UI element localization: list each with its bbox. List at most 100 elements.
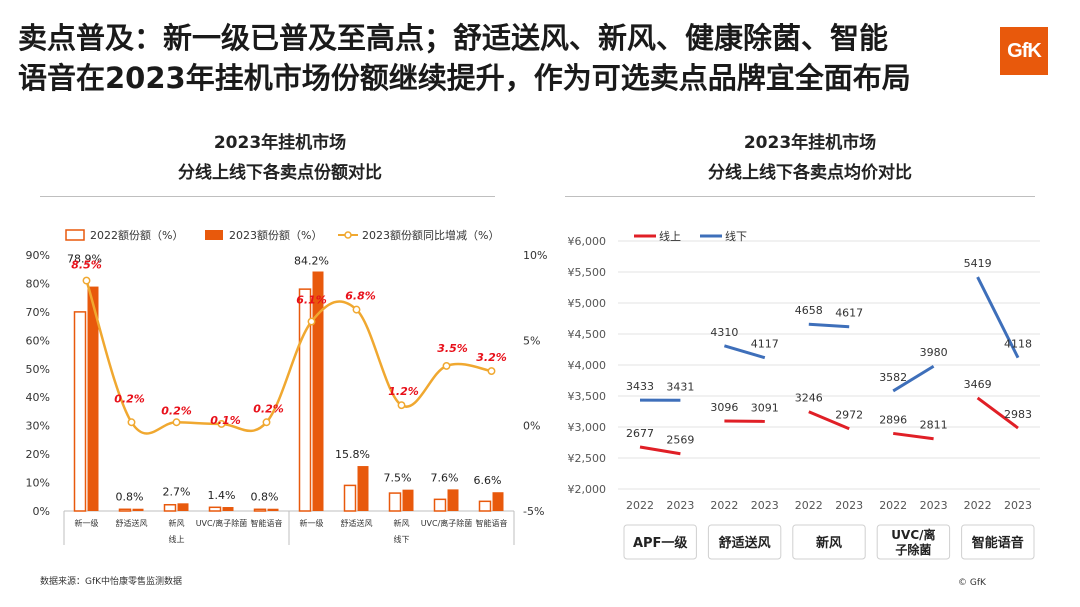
feature-group-label: 智能语音 xyxy=(972,535,1024,551)
growth-value-label: 0.1% xyxy=(210,414,241,427)
y-tick-label: ¥2,500 xyxy=(568,452,607,465)
x-category-label: 新一级 xyxy=(75,518,99,528)
price-value-label: 3469 xyxy=(964,378,992,391)
legend-label: 2022额份额（%） xyxy=(90,229,183,242)
copyright-note: © GfK xyxy=(958,578,986,588)
bar-2022 xyxy=(478,500,492,512)
bar-2023 xyxy=(357,466,369,511)
growth-point xyxy=(82,276,91,285)
x-year-label: 2022 xyxy=(795,499,823,512)
share-value-label: 1.4% xyxy=(208,489,236,502)
price-value-label: 3091 xyxy=(751,401,779,414)
y-tick-label: 20% xyxy=(26,448,50,461)
online-price-line xyxy=(976,396,1019,430)
share-value-label: 6.6% xyxy=(474,474,502,487)
offline-price-line xyxy=(723,344,766,360)
x-category-label: 智能语音 xyxy=(251,518,283,528)
x-year-label: 2022 xyxy=(964,499,992,512)
y2-tick-label: -5% xyxy=(523,505,544,518)
growth-point xyxy=(172,418,181,427)
y-tick-label: 60% xyxy=(26,334,50,347)
price-value-label: 3582 xyxy=(879,371,907,384)
group-label: 线上 xyxy=(169,534,185,544)
y-tick-label: 0% xyxy=(33,505,50,518)
growth-value-label: 3.2% xyxy=(476,351,507,364)
headline-line-1: 卖点普及：新一级已普及至高点；舒适送风、新风、健康除菌、智能 xyxy=(18,21,889,55)
y-tick-label: 70% xyxy=(26,306,50,319)
y-tick-label: ¥6,000 xyxy=(568,235,607,248)
price-value-label: 3980 xyxy=(920,346,948,359)
price-value-label: 4617 xyxy=(835,307,863,320)
right-chart-title-line-1: 2023年挂机市场 xyxy=(743,133,877,153)
y-tick-label: 50% xyxy=(26,363,50,376)
left-title-divider xyxy=(40,196,495,197)
x-category-label: 新风 xyxy=(169,518,185,528)
growth-value-label: 0.2% xyxy=(161,404,192,417)
feature-group-box xyxy=(792,524,866,560)
x-category-label: UVC/离子除菌 xyxy=(421,518,473,528)
x-year-label: 2023 xyxy=(1004,499,1032,512)
growth-point xyxy=(307,317,316,326)
share-value-label: 7.6% xyxy=(431,471,459,484)
x-year-label: 2023 xyxy=(666,499,694,512)
x-category-label: UVC/离子除菌 xyxy=(196,518,248,528)
legend-label-online: 线上 xyxy=(659,229,681,243)
growth-point xyxy=(127,418,136,427)
growth-point xyxy=(487,367,496,376)
feature-group-label: 舒适送风 xyxy=(719,535,771,551)
legend-marker-growth xyxy=(344,231,352,239)
headline-line-2: 语音在2023年挂机市场份额继续提升，作为可选卖点品牌宜全面布局 xyxy=(18,61,911,95)
left-chart-title-line-2: 分线上线下各卖点份额对比 xyxy=(178,163,382,183)
bar-2023 xyxy=(267,508,279,511)
bar-2023 xyxy=(402,489,414,511)
growth-line xyxy=(85,280,492,435)
x-category-label: 新风 xyxy=(394,518,410,528)
bar-2023 xyxy=(312,271,324,511)
y2-tick-label: 0% xyxy=(523,420,540,433)
growth-point xyxy=(262,418,271,427)
price-value-label: 5419 xyxy=(964,257,992,270)
group-label: 线下 xyxy=(394,534,410,544)
offline-price-line xyxy=(892,364,935,393)
right-title-divider xyxy=(565,196,1035,197)
bar-2023 xyxy=(492,492,504,511)
price-value-label: 3433 xyxy=(626,380,654,393)
y-tick-label: 30% xyxy=(26,420,50,433)
x-year-label: 2023 xyxy=(835,499,863,512)
share-value-label: 0.8% xyxy=(251,491,279,504)
feature-group-box xyxy=(876,524,951,560)
y-tick-label: ¥2,000 xyxy=(568,483,607,496)
x-year-label: 2022 xyxy=(879,499,907,512)
growth-point xyxy=(442,361,451,370)
growth-value-label: 8.5% xyxy=(71,259,102,272)
bar-2022 xyxy=(253,508,267,512)
price-value-label: 3431 xyxy=(666,380,694,393)
feature-group-box xyxy=(707,524,782,560)
x-year-label: 2023 xyxy=(751,499,779,512)
growth-value-label: 6.1% xyxy=(296,294,327,307)
price-value-label: 2677 xyxy=(626,427,654,440)
legend-swatch-2022 xyxy=(65,229,85,241)
y-tick-label: 10% xyxy=(26,477,50,490)
x-category-label: 舒适送风 xyxy=(341,518,373,528)
y-tick-label: ¥3,500 xyxy=(568,390,607,403)
legend-label-offline: 线下 xyxy=(725,229,747,243)
right-chart-title-line-2: 分线上线下各卖点均价对比 xyxy=(708,163,912,183)
growth-point xyxy=(397,401,406,410)
x-category-label: 舒适送风 xyxy=(116,518,148,528)
bar-2022 xyxy=(163,503,177,512)
x-category-label: 智能语音 xyxy=(476,518,508,528)
x-category-label: 新一级 xyxy=(300,518,324,528)
bar-2023 xyxy=(177,503,189,511)
price-value-label: 3096 xyxy=(710,401,738,414)
growth-point xyxy=(352,305,361,314)
x-year-label: 2023 xyxy=(920,499,948,512)
feature-group-label-part: 子除菌 xyxy=(895,542,931,557)
share-value-label: 84.2% xyxy=(294,254,329,267)
growth-value-label: 3.5% xyxy=(437,342,468,355)
feature-group-box xyxy=(961,524,1035,560)
bar-2023 xyxy=(87,286,99,511)
bar-2022 xyxy=(298,288,312,512)
share-value-label: 78.9% xyxy=(67,253,102,266)
